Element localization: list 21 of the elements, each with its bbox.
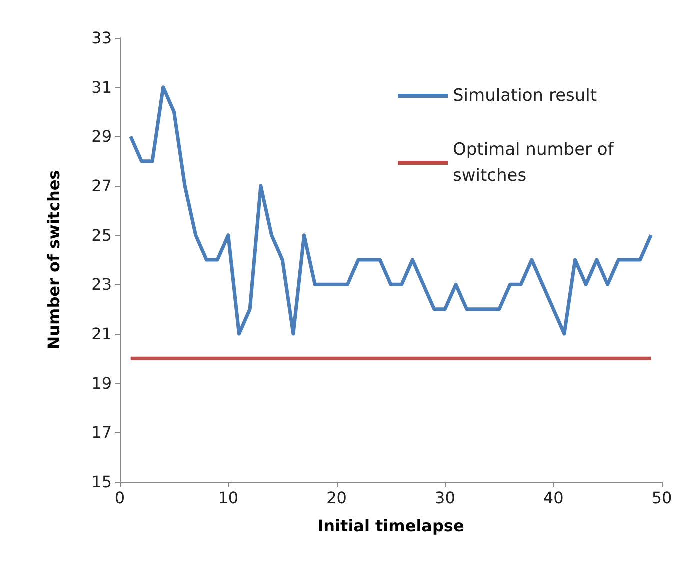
legend-label: Optimal number of switches <box>453 140 620 186</box>
y-tick-label: 23 <box>92 275 112 294</box>
x-tick-label: 20 <box>326 488 347 508</box>
x-tick-label: 40 <box>543 488 564 508</box>
x-tick-label: 50 <box>652 488 672 508</box>
y-tick-label: 25 <box>92 226 112 245</box>
y-tick-label: 17 <box>92 423 112 442</box>
y-tick-label: 31 <box>92 78 112 97</box>
line-series <box>129 86 653 336</box>
y-tick-label: 33 <box>92 28 112 48</box>
legend-label: Simulation result <box>453 86 598 106</box>
x-tick-label: 10 <box>218 488 239 508</box>
x-tick-label: 30 <box>435 488 456 508</box>
x-axis-title: Initial timelapse <box>318 516 464 536</box>
x-tick-label: 0 <box>114 488 126 508</box>
y-tick-label: 21 <box>92 324 112 344</box>
y-tick-label: 15 <box>92 472 112 492</box>
y-tick-label: 29 <box>92 127 112 146</box>
y-axis-title: Number of switches <box>44 170 64 350</box>
y-tick-label: 27 <box>92 176 112 196</box>
y-tick-label: 19 <box>92 374 112 393</box>
